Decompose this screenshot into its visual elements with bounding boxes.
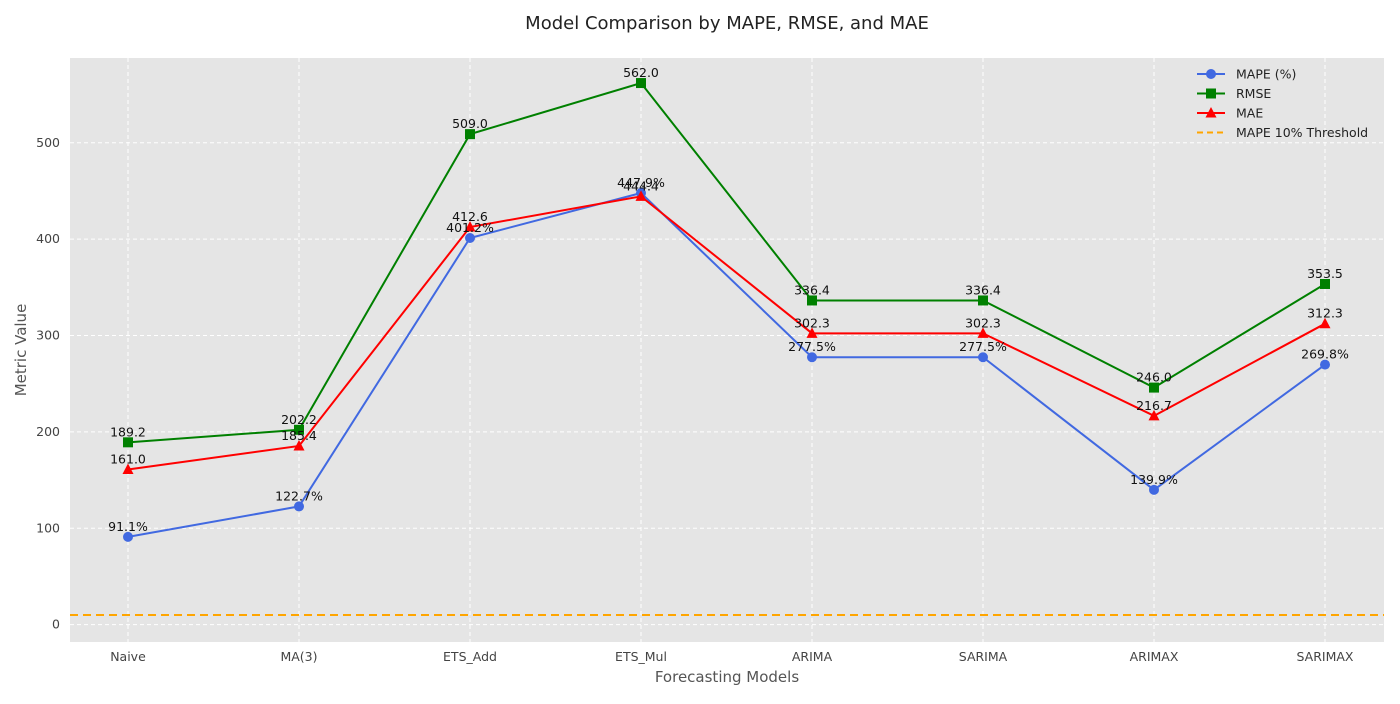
series-layer xyxy=(122,78,1331,542)
data-point-mae xyxy=(293,439,305,451)
y-tick-labels: 0 100 200 300 400 500 xyxy=(36,135,60,632)
legend-item: MAPE (%) xyxy=(1197,67,1296,82)
data-label-rmse: 562.0 xyxy=(623,65,659,80)
x-tick-label: SARIMA xyxy=(959,649,1008,664)
data-point-mae xyxy=(122,463,134,474)
legend-item: RMSE xyxy=(1197,86,1271,101)
data-label-mape: 277.5% xyxy=(788,339,836,354)
x-axis-label: Forecasting Models xyxy=(655,668,799,686)
y-tick-label: 0 xyxy=(52,617,60,632)
data-point-mae xyxy=(1319,317,1331,329)
data-label-mae: 161.0 xyxy=(110,451,146,466)
data-point-rmse xyxy=(294,424,304,435)
data-point-mape xyxy=(294,501,304,512)
chart-title: Model Comparison by MAPE, RMSE, and MAE xyxy=(525,13,929,34)
series-line-mae xyxy=(127,195,1326,471)
data-label-mape: 91.1% xyxy=(108,519,148,534)
data-point-mae xyxy=(806,327,818,338)
x-tick-label: ARIMA xyxy=(792,649,833,664)
data-label-mae: 412.6 xyxy=(452,209,488,224)
data-label-mae: 185.4 xyxy=(281,428,317,443)
data-point-rmse xyxy=(1320,278,1330,289)
data-label-mape: 401.2% xyxy=(446,220,494,235)
x-tick-label: SARIMAX xyxy=(1297,649,1354,664)
data-label-rmse: 336.4 xyxy=(965,282,1001,297)
data-label-rmse: 509.0 xyxy=(452,116,488,131)
data-point-mape xyxy=(123,531,133,542)
grid-layer xyxy=(70,58,1384,642)
x-tick-label: ARIMAX xyxy=(1130,649,1179,664)
data-point-mape xyxy=(978,352,988,363)
legend-label: RMSE xyxy=(1236,86,1271,101)
legend-label: MAPE (%) xyxy=(1236,67,1296,82)
y-axis-label: Metric Value xyxy=(12,304,30,397)
y-tick-label: 100 xyxy=(36,520,60,535)
data-label-rmse: 353.5 xyxy=(1307,266,1343,281)
data-label-rmse: 336.4 xyxy=(794,282,830,297)
data-label-layer: 91.1% 122.7% 401.2% 447.9% 277.5% 277.5% 139.9… xyxy=(108,65,1349,534)
legend-swatch-marker xyxy=(1206,69,1216,79)
x-tick-labels: Naive MA(3) ETS_Add ETS_Mul ARIMA SARIMA ARIMA… xyxy=(110,649,1354,664)
data-point-rmse xyxy=(978,295,988,306)
data-point-mae xyxy=(464,221,476,232)
data-point-mape xyxy=(807,352,817,363)
data-point-mae xyxy=(635,190,647,201)
data-label-mae: 444.4 xyxy=(623,178,659,193)
data-point-rmse xyxy=(465,129,475,140)
data-point-rmse xyxy=(807,295,817,306)
x-tick-label: ETS_Mul xyxy=(615,649,667,664)
data-point-rmse xyxy=(123,437,133,448)
series-line-mape xyxy=(127,191,1326,538)
data-point-rmse xyxy=(636,78,646,89)
data-label-mae: 302.3 xyxy=(794,315,830,330)
series-line-rmse xyxy=(127,81,1326,444)
data-label-mape: 269.8% xyxy=(1301,347,1349,362)
data-point-mape xyxy=(1320,359,1330,370)
x-tick-label: MA(3) xyxy=(280,649,317,664)
data-label-mape: 447.9% xyxy=(617,175,665,190)
data-label-mae: 312.3 xyxy=(1307,306,1343,321)
y-tick-label: 400 xyxy=(36,231,60,246)
legend-item: MAE xyxy=(1197,106,1263,121)
x-tick-label: ETS_Add xyxy=(443,649,497,664)
data-label-mape: 277.5% xyxy=(959,339,1007,354)
data-label-mae: 302.3 xyxy=(965,315,1001,330)
data-label-rmse: 189.2 xyxy=(110,424,146,439)
x-tick-label: Naive xyxy=(110,649,146,664)
data-point-mape xyxy=(1149,484,1159,495)
legend-item: MAPE 10% Threshold xyxy=(1197,125,1368,140)
legend-swatch-marker xyxy=(1205,107,1217,118)
data-point-rmse xyxy=(1149,382,1159,393)
legend-swatch-marker xyxy=(1206,88,1216,99)
data-label-mae: 216.7 xyxy=(1136,398,1172,413)
data-label-rmse: 246.0 xyxy=(1136,370,1172,385)
data-point-mape xyxy=(465,233,475,244)
data-point-mae xyxy=(1148,409,1160,421)
data-label-mape: 139.9% xyxy=(1130,472,1178,487)
plot-background xyxy=(70,58,1384,642)
y-tick-label: 500 xyxy=(36,135,60,150)
data-label-mape: 122.7% xyxy=(275,488,323,503)
legend-label: MAPE 10% Threshold xyxy=(1236,125,1368,140)
legend: MAPE (%) RMSE MAE MAPE 10% Threshold xyxy=(1197,67,1368,140)
data-point-mae xyxy=(977,327,989,338)
data-label-rmse: 202.2 xyxy=(281,412,317,427)
y-tick-label: 300 xyxy=(36,328,60,343)
legend-label: MAE xyxy=(1236,106,1263,121)
y-tick-label: 200 xyxy=(36,424,60,439)
